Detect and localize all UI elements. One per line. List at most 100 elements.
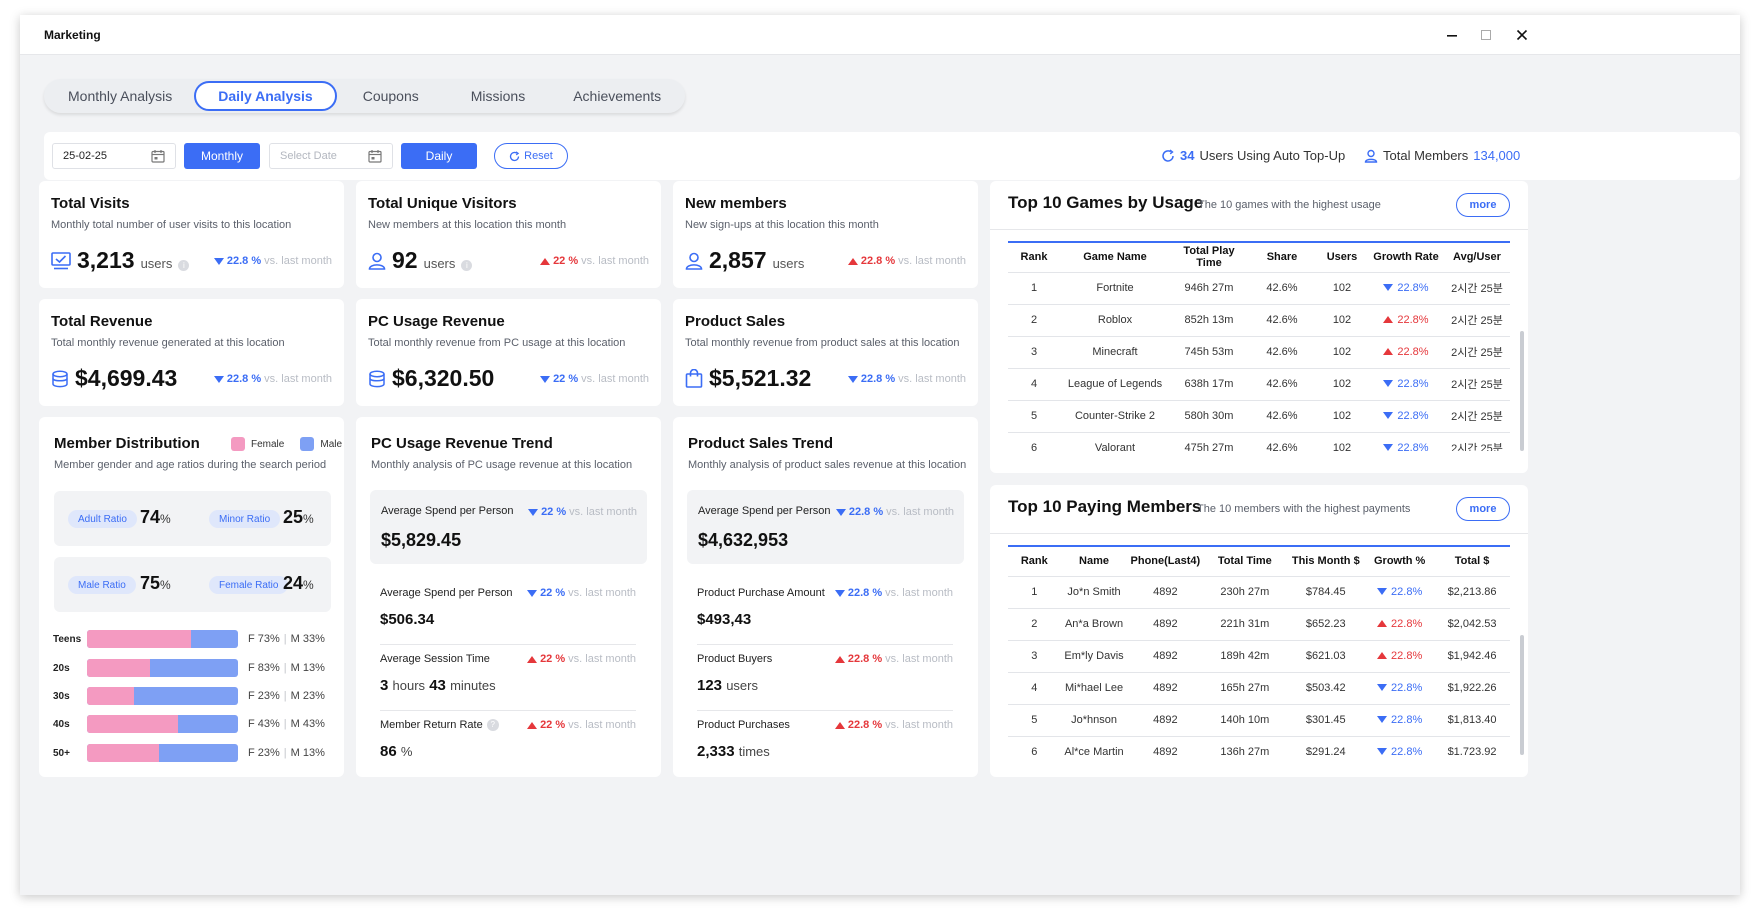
members-more-button[interactable]: more xyxy=(1456,497,1510,521)
table-row[interactable]: 4 League of Legends 638h 17m 42.6% 102 22.8% 2… xyxy=(1008,368,1510,401)
table-row[interactable]: 2 Roblox 852h 13m 42.6% 102 22.8% 2시간 25분 xyxy=(1008,304,1510,337)
monthly-button[interactable]: Monthly xyxy=(184,143,260,169)
close-button[interactable] xyxy=(1510,23,1534,47)
table-cell: 22.8% xyxy=(1365,736,1435,755)
delta-value: 22 % xyxy=(553,255,579,267)
growth-cell: 22.8% xyxy=(1377,618,1422,630)
kpi-value: 2,857 xyxy=(709,247,767,273)
column-header: Share xyxy=(1248,241,1316,273)
table-cell: 22.8% xyxy=(1368,272,1444,305)
pc-trend-card: PC Usage Revenue Trend Monthly analysis … xyxy=(356,417,661,777)
percent-sign: % xyxy=(160,512,171,526)
table-row[interactable]: 3 Minecraft 745h 53m 42.6% 102 22.8% 2시간 25분 xyxy=(1008,336,1510,369)
table-cell: 22.8% xyxy=(1368,400,1444,433)
table-row[interactable]: 5 Jo*hnson 4892 140h 10m $301.45 22.8% $1,813.… xyxy=(1008,704,1510,737)
growth-cell: 22.8% xyxy=(1377,586,1422,598)
tab-daily-analysis[interactable]: Daily Analysis xyxy=(194,81,337,111)
table-cell: 140h 10m xyxy=(1203,704,1287,737)
info-icon[interactable]: i xyxy=(461,260,473,271)
column-header: Total $ xyxy=(1434,545,1510,577)
female-pct: F 43% xyxy=(248,718,280,730)
close-icon xyxy=(1516,29,1528,41)
table-row[interactable]: 4 Mi*hael Lee 4892 165h 27m $503.42 22.8% $1,9… xyxy=(1008,672,1510,705)
tab-coupons[interactable]: Coupons xyxy=(362,88,419,104)
minimize-button[interactable] xyxy=(1440,23,1464,47)
scrollbar[interactable] xyxy=(1520,331,1524,451)
table-cell: 2시간 25분 xyxy=(1444,336,1510,369)
percent-sign: % xyxy=(160,578,171,592)
tab-achievements[interactable]: Achievements xyxy=(573,88,662,104)
kpi-value-group: $4,699.43 xyxy=(51,365,177,392)
male-pct: M 13% xyxy=(290,662,325,674)
trend-row: Average Spend per Person 22 % vs. last mo… xyxy=(370,585,646,641)
table-row[interactable]: 1 Jo*n Smith 4892 230h 27m $784.45 22.8% $2,21… xyxy=(1008,576,1510,609)
gender-ratio-box: Male Ratio 75% Female Ratio 24% xyxy=(54,557,331,612)
trend-delta: 22 % vs. last month xyxy=(527,719,636,731)
table-row[interactable]: 3 Em*ly Davis 4892 189h 42m $621.03 22.8% $1,9… xyxy=(1008,640,1510,673)
scrollbar[interactable] xyxy=(1520,635,1524,755)
trend-label-group: Member Return Rate? xyxy=(380,719,499,731)
help-icon[interactable]: ? xyxy=(486,719,499,731)
column-header: Users xyxy=(1316,241,1368,273)
table-row[interactable]: 2 An*a Brown 4892 221h 31m $652.23 22.8% $2,04… xyxy=(1008,608,1510,641)
growth-cell: 22.8% xyxy=(1383,282,1429,294)
table-cell: $1,723.92 xyxy=(1434,736,1510,755)
games-more-button[interactable]: more xyxy=(1456,193,1510,217)
value: 2,333 xyxy=(697,743,735,760)
divider xyxy=(990,533,1528,534)
age-bar xyxy=(87,687,238,705)
age-label: 30s xyxy=(53,690,70,702)
tab-missions[interactable]: Missions xyxy=(470,88,526,104)
value: 75 xyxy=(140,573,161,593)
value: 123 xyxy=(697,677,723,694)
card-title: New members xyxy=(685,195,787,212)
table-cell: 22.8% xyxy=(1365,576,1435,609)
table-row[interactable]: 6 Al*ce Martin 4892 136h 27m $291.24 22.8% $1,… xyxy=(1008,736,1510,755)
table-cell: 102 xyxy=(1316,400,1368,433)
table-cell: 2시간 25분 xyxy=(1444,304,1510,337)
table-row[interactable]: 1 Fortnite 946h 27m 42.6% 102 22.8% 2시간 25분 xyxy=(1008,272,1510,305)
age-row-30s: 30s F 23% | M 23% xyxy=(53,686,353,706)
trend-label: Product Purchase Amount xyxy=(697,587,825,599)
table-cell: $621.03 xyxy=(1286,640,1366,673)
members-table-wrap: Rank Name Phone(Last4) Total Time This M… xyxy=(990,545,1528,755)
new-members-card: New members New sign-ups at this locatio… xyxy=(673,181,978,288)
trend-row: Product Purchases 22.8 % vs. last month 2… xyxy=(687,717,963,773)
tab-monthly-analysis[interactable]: Monthly Analysis xyxy=(68,88,173,104)
calendar-icon[interactable] xyxy=(151,149,165,163)
table-cell: 4892 xyxy=(1127,576,1204,609)
growth-value: 22.8% xyxy=(1391,745,1423,755)
maximize-button[interactable] xyxy=(1474,23,1498,47)
arrow-down-icon xyxy=(1377,684,1388,692)
table-row[interactable]: 6 Valorant 475h 27m 42.6% 102 22.8% 2시간 25분 xyxy=(1008,432,1510,451)
trend-delta: 22.8 % vs. last month xyxy=(834,587,953,599)
delta-value: 22.8 % xyxy=(860,255,896,267)
daily-button[interactable]: Daily xyxy=(401,143,477,169)
date-field[interactable]: 25-02-25 xyxy=(52,143,176,169)
card-title: Top 10 Paying Members xyxy=(1008,497,1202,516)
filter-bar: 25-02-25 Monthly Select Date Daily Reset… xyxy=(44,132,1740,180)
value: 86 xyxy=(380,743,397,760)
table-cell: 42.6% xyxy=(1248,336,1316,369)
auto-topup-text: Users Using Auto Top-Up xyxy=(1199,148,1346,163)
unique-visitors-card: Total Unique Visitors New members at thi… xyxy=(356,181,661,288)
table-cell: $1,922.26 xyxy=(1434,672,1510,705)
percent-sign: % xyxy=(303,512,314,526)
table-cell: $652.23 xyxy=(1286,608,1366,641)
divider xyxy=(380,710,636,711)
male-swatch xyxy=(300,437,315,451)
table-row[interactable]: 5 Counter-Strike 2 580h 30m 42.6% 102 22.8% 2시… xyxy=(1008,400,1510,433)
date-select-field[interactable]: Select Date xyxy=(269,143,393,169)
hours-unit: hours xyxy=(392,678,426,693)
delta-value: 22.8 % xyxy=(860,373,896,385)
reset-button[interactable]: Reset xyxy=(494,143,568,169)
card-subtitle: Total monthly revenue generated at this … xyxy=(51,337,285,349)
info-icon[interactable]: i xyxy=(178,260,190,271)
arrow-up-icon xyxy=(834,655,845,663)
arrow-up-icon xyxy=(540,257,551,265)
delta-value: 22.8 % xyxy=(847,653,883,665)
age-label: 20s xyxy=(53,662,70,674)
calendar-icon[interactable] xyxy=(368,149,382,163)
kpi-value: 3,213 xyxy=(77,247,135,273)
card-title: Total Revenue xyxy=(51,313,153,330)
